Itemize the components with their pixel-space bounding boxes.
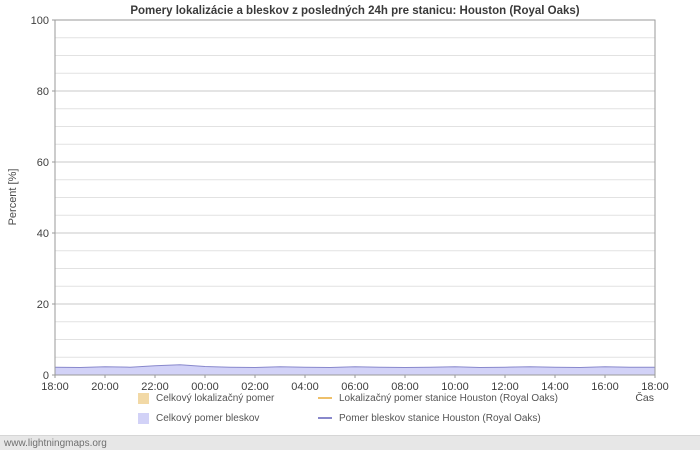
legend-item-station-locating-ratio: Lokalizačný pomer stanice Houston (Royal… — [318, 392, 558, 404]
svg-text:18:00: 18:00 — [641, 381, 669, 393]
legend-item-total-locating-ratio: Celkový lokalizačný pomer — [138, 392, 274, 404]
svg-text:08:00: 08:00 — [391, 381, 419, 393]
chart-title: Pomery lokalizácie a bleskov z poslednýc… — [130, 5, 580, 17]
legend-item-total-flash-ratio: Celkový pomer bleskov — [138, 412, 259, 424]
legend-label: Lokalizačný pomer stanice Houston (Royal… — [339, 392, 558, 404]
svg-text:14:00: 14:00 — [541, 381, 569, 393]
watermark: www.lightningmaps.org — [0, 435, 700, 450]
legend-label: Pomer bleskov stanice Houston (Royal Oak… — [339, 412, 541, 424]
y-axis-label: Percent [%] — [7, 168, 19, 226]
svg-text:18:00: 18:00 — [41, 381, 69, 393]
svg-text:10:00: 10:00 — [441, 381, 469, 393]
chart-plot-area: 0 20 40 60 80 100 18:00 20:00 22:00 00:00 02:00 04:… — [31, 15, 669, 393]
svg-text:80: 80 — [37, 86, 49, 98]
svg-text:02:00: 02:00 — [241, 381, 269, 393]
svg-text:20: 20 — [37, 299, 49, 311]
x-axis-label: Čas — [635, 392, 654, 404]
legend-swatch-total-locating-ratio — [138, 392, 149, 404]
svg-text:60: 60 — [37, 157, 49, 169]
legend-swatch-total-flash-ratio — [138, 412, 149, 424]
legend-swatch-station-locating-ratio — [318, 397, 332, 399]
svg-text:16:00: 16:00 — [591, 381, 619, 393]
svg-text:00:00: 00:00 — [191, 381, 219, 393]
svg-text:12:00: 12:00 — [491, 381, 519, 393]
legend-label: Celkový lokalizačný pomer — [156, 392, 275, 404]
legend-swatch-station-flash-ratio — [318, 417, 332, 419]
svg-text:04:00: 04:00 — [291, 381, 319, 393]
svg-text:20:00: 20:00 — [91, 381, 119, 393]
svg-text:0: 0 — [43, 370, 49, 382]
svg-text:40: 40 — [37, 228, 49, 240]
svg-text:22:00: 22:00 — [141, 381, 169, 393]
svg-text:06:00: 06:00 — [341, 381, 369, 393]
svg-text:100: 100 — [31, 15, 49, 27]
legend-label: Celkový pomer bleskov — [156, 412, 260, 424]
legend-item-station-flash-ratio: Pomer bleskov stanice Houston (Royal Oak… — [318, 412, 541, 424]
